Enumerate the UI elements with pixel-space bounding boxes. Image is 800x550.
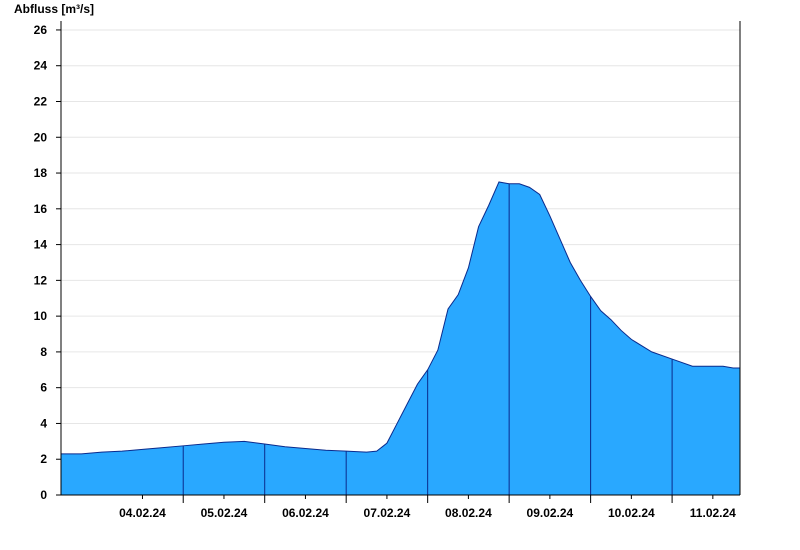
y-tick-label: 8: [40, 345, 47, 359]
y-tick-label: 4: [40, 416, 47, 430]
day-separators: [182, 183, 673, 495]
x-axis-ticks: 04.02.24 05.02.24 06.02.24 07.02.24 08.02.24…: [119, 495, 736, 520]
y-tick-label: 6: [40, 381, 47, 395]
x-tick-label: 05.02.24: [201, 506, 248, 520]
x-tick-label: 07.02.24: [364, 506, 411, 520]
y-tick-label: 12: [34, 273, 48, 287]
y-tick-label: 0: [40, 488, 47, 502]
y-tick-label: 10: [34, 309, 48, 323]
x-tick-label: 09.02.24: [527, 506, 574, 520]
y-tick-label: 16: [34, 202, 48, 216]
discharge-series: [61, 181, 740, 495]
y-tick-label: 20: [34, 130, 48, 144]
y-tick-label: 2: [40, 452, 47, 466]
y-tick-label: 24: [34, 59, 48, 73]
y-axis-label: Abfluss [m³/s]: [14, 2, 94, 16]
x-tick-label: 10.02.24: [608, 506, 655, 520]
x-tick-label: 11.02.24: [690, 506, 736, 520]
y-tick-label: 22: [34, 94, 48, 108]
axes: [60, 21, 741, 496]
x-tick-label: 08.02.24: [445, 506, 492, 520]
x-tick-label: 06.02.24: [282, 506, 329, 520]
discharge-line: [61, 181, 740, 455]
x-tick-label: 04.02.24: [119, 506, 166, 520]
grid-lines: [61, 29, 740, 460]
discharge-area: [61, 181, 740, 495]
y-tick-label: 26: [34, 23, 48, 37]
y-tick-label: 14: [34, 238, 48, 252]
y-tick-label: 18: [34, 166, 48, 180]
